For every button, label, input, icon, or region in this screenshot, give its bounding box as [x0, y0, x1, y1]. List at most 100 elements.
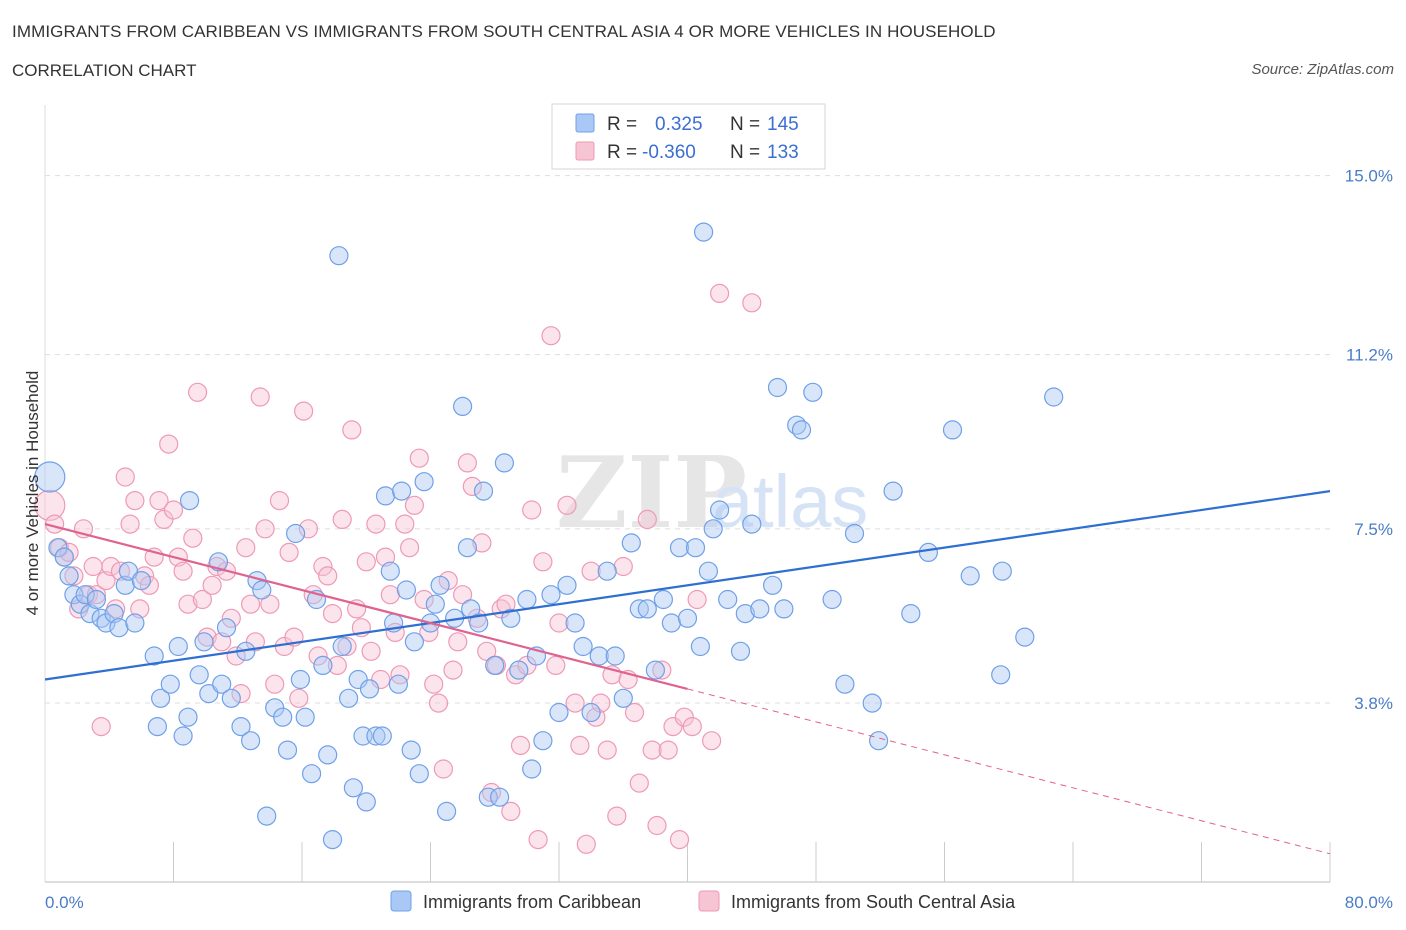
point-caribbean — [48, 538, 68, 558]
point-south-central-asia — [101, 556, 121, 577]
point-south-central-asia — [332, 509, 352, 530]
watermark: ZIP atlas — [556, 436, 868, 551]
point-caribbean — [573, 636, 593, 657]
y-axis-label: 4 or more Vehicles in Household — [23, 371, 42, 616]
point-caribbean — [286, 523, 306, 544]
point-caribbean — [75, 585, 95, 605]
x-axis-ticks — [173, 842, 1331, 882]
point-south-central-asia — [313, 556, 333, 577]
point-south-central-asia — [501, 801, 521, 822]
point-south-central-asia — [188, 382, 208, 402]
legend-r-value-blue: 0.325 — [655, 114, 703, 135]
point-south-central-asia — [581, 561, 601, 581]
point-caribbean — [485, 655, 505, 676]
point-caribbean — [322, 829, 343, 850]
point-south-central-asia — [541, 326, 561, 346]
point-caribbean — [437, 801, 457, 822]
point-caribbean — [718, 589, 738, 610]
legend-r-label: R = — [607, 114, 637, 135]
point-caribbean — [637, 599, 657, 619]
point-south-central-asia — [472, 533, 492, 553]
legend-r-value-pink: -0.360 — [642, 142, 696, 163]
point-caribbean — [774, 599, 794, 619]
point-caribbean — [343, 778, 363, 798]
point-caribbean — [118, 561, 139, 581]
point-caribbean — [125, 613, 145, 633]
point-south-central-asia — [400, 538, 420, 558]
trend-line-caribbean — [44, 490, 1331, 681]
point-caribbean — [80, 603, 100, 624]
point-south-central-asia — [709, 283, 730, 303]
point-south-central-asia — [443, 660, 463, 680]
point-south-central-asia — [546, 655, 566, 676]
point-caribbean — [430, 575, 450, 595]
point-south-central-asia — [260, 594, 280, 614]
point-caribbean — [231, 716, 251, 737]
point-south-central-asia — [687, 589, 707, 610]
point-caribbean — [64, 585, 84, 605]
point-caribbean — [473, 481, 494, 501]
point-caribbean — [252, 580, 272, 600]
point-caribbean — [541, 585, 561, 605]
point-caribbean — [392, 481, 412, 501]
point-caribbean — [703, 519, 723, 539]
point-caribbean — [490, 787, 510, 807]
point-caribbean — [645, 660, 666, 680]
point-caribbean — [883, 481, 903, 501]
point-caribbean — [581, 702, 601, 723]
point-caribbean — [329, 246, 349, 266]
point-south-central-asia — [371, 669, 391, 690]
chart-title: IMMIGRANTS FROM CARIBBEAN VS IMMIGRANTS … — [12, 22, 996, 41]
point-south-central-asia — [265, 674, 285, 694]
point-south-central-asia — [250, 387, 270, 407]
legend-n-label: N = — [730, 114, 760, 135]
point-caribbean — [918, 542, 939, 563]
point-south-central-asia — [522, 500, 542, 520]
point-caribbean — [533, 731, 553, 751]
point-south-central-asia — [414, 589, 434, 610]
point-south-central-asia — [624, 702, 645, 723]
point-caribbean — [212, 674, 232, 694]
point-south-central-asia — [361, 641, 381, 661]
series-legend-south-central-asia: Immigrants from South Central Asia — [731, 892, 1016, 912]
point-south-central-asia — [453, 585, 473, 605]
point-caribbean — [589, 646, 609, 666]
stats-legend-box — [551, 103, 826, 170]
point-south-central-asia — [231, 683, 251, 704]
point-caribbean — [750, 599, 770, 619]
legend-n-value-pink: 133 — [767, 142, 799, 163]
point-south-central-asia — [557, 495, 577, 515]
point-caribbean — [34, 461, 66, 493]
point-caribbean — [221, 688, 241, 708]
point-south-central-asia — [337, 636, 357, 657]
point-south-central-asia — [192, 589, 212, 610]
point-caribbean — [661, 613, 682, 633]
point-caribbean — [160, 674, 180, 694]
point-caribbean — [469, 613, 489, 633]
point-south-central-asia — [682, 716, 702, 737]
series-legend-caribbean: Immigrants from Caribbean — [423, 892, 641, 912]
legend-swatch-pink — [575, 141, 595, 161]
x-tick-label-min: 0.0% — [45, 893, 84, 912]
point-caribbean — [178, 707, 198, 727]
point-south-central-asia — [327, 655, 347, 676]
y-tick-label: 11.2% — [1346, 346, 1393, 365]
series-legend-swatch-south-central-asia — [698, 890, 720, 912]
point-south-central-asia — [298, 519, 318, 539]
point-caribbean — [339, 688, 359, 708]
point-south-central-asia — [91, 716, 111, 737]
point-caribbean — [501, 608, 521, 628]
trend-line-south-central-asia — [44, 523, 688, 690]
point-south-central-asia — [86, 585, 107, 605]
point-caribbean — [991, 665, 1011, 685]
point-caribbean — [693, 222, 714, 242]
point-south-central-asia — [404, 495, 424, 515]
point-south-central-asia — [163, 500, 184, 520]
point-caribbean — [241, 731, 261, 751]
point-south-central-asia — [576, 834, 596, 854]
point-caribbean — [104, 603, 124, 624]
series-south-central-asia-points — [34, 283, 762, 854]
point-caribbean — [375, 486, 396, 506]
point-caribbean — [277, 740, 298, 760]
point-south-central-asia — [597, 740, 617, 760]
